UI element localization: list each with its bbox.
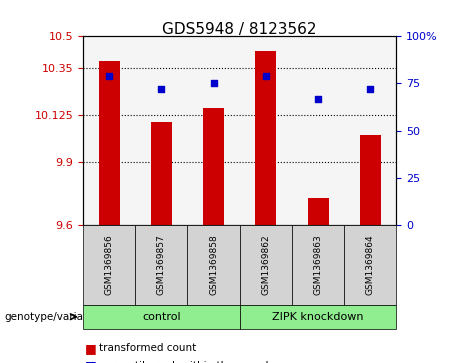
Text: GSM1369864: GSM1369864 — [366, 234, 375, 295]
Text: GSM1369862: GSM1369862 — [261, 234, 270, 295]
Bar — [255, 51, 276, 225]
Text: percentile rank within the sample: percentile rank within the sample — [99, 361, 275, 363]
Bar — [203, 107, 224, 225]
Text: GSM1369857: GSM1369857 — [157, 234, 166, 295]
Text: transformed count: transformed count — [99, 343, 196, 354]
Text: GSM1369863: GSM1369863 — [313, 234, 323, 295]
Bar — [360, 135, 381, 225]
Point — [158, 86, 165, 92]
Point — [106, 73, 113, 79]
Bar — [151, 122, 172, 225]
Bar — [307, 198, 329, 225]
Point — [314, 96, 322, 102]
Text: GSM1369858: GSM1369858 — [209, 234, 218, 295]
Point — [366, 86, 374, 92]
Text: control: control — [142, 312, 181, 322]
Text: ZIPK knockdown: ZIPK knockdown — [272, 312, 364, 322]
Bar — [99, 61, 119, 225]
Text: ■: ■ — [85, 359, 97, 363]
Text: genotype/variation: genotype/variation — [5, 312, 104, 322]
Text: ■: ■ — [85, 342, 97, 355]
Point — [210, 81, 217, 86]
Text: GDS5948 / 8123562: GDS5948 / 8123562 — [162, 22, 317, 37]
Text: GSM1369856: GSM1369856 — [105, 234, 113, 295]
Point — [262, 73, 270, 79]
